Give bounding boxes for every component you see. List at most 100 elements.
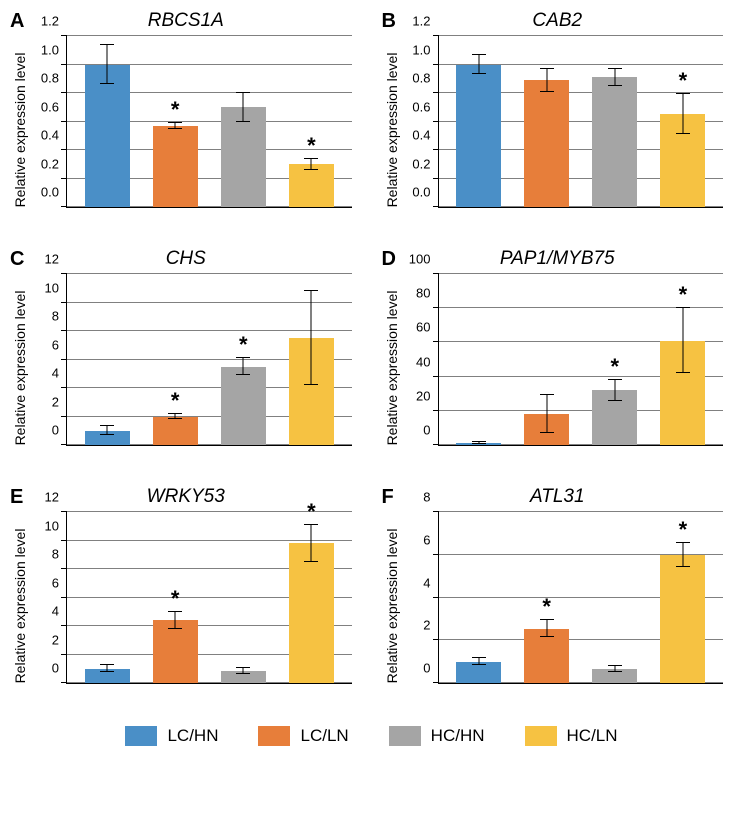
significance-star: * — [239, 334, 248, 356]
bar-LC_HN — [456, 662, 501, 683]
error-bar — [478, 55, 479, 75]
bar-HC_HN — [592, 77, 637, 207]
bar-slot: * — [277, 512, 345, 683]
chart-panel-E: EWRKY53Relative expression level02468101… — [10, 486, 362, 706]
chart-wrap: Relative expression level024681012** — [32, 274, 352, 462]
bar-HC_HN — [221, 671, 266, 683]
bar-slot: * — [277, 36, 345, 207]
error-bar — [107, 665, 108, 672]
plot-area: 024681012** — [66, 512, 352, 684]
plot-area: 020406080100** — [438, 274, 724, 446]
chart-panel-D: DPAP1/MYB75Relative expression level0204… — [382, 248, 734, 468]
bar-HC_HN: * — [221, 367, 266, 445]
bar-slot — [73, 36, 141, 207]
error-bar — [243, 93, 244, 122]
legend-label: LC/LN — [300, 726, 348, 746]
error-bar — [478, 442, 479, 444]
bar-HC_HN: * — [592, 390, 637, 445]
error-bar — [478, 658, 479, 664]
bar-slot — [73, 512, 141, 683]
bar-slot — [445, 36, 513, 207]
legend-label: LC/HN — [167, 726, 218, 746]
chart-panel-F: FATL31Relative expression level02468** — [382, 486, 734, 706]
y-tick-label: 0 — [52, 661, 59, 676]
bar-slot — [513, 274, 581, 445]
bar-LC_LN: * — [153, 620, 198, 683]
error-bar — [614, 666, 615, 672]
y-tick-label: 6 — [423, 532, 430, 547]
significance-star: * — [679, 284, 688, 306]
chart-wrap: Relative expression level0.00.20.40.60.8… — [404, 36, 724, 224]
panel-title: PAP1/MYB75 — [382, 248, 734, 270]
bar-LC_LN — [524, 414, 569, 445]
bar-LC_HN — [85, 431, 130, 445]
y-tick-label: 100 — [409, 252, 431, 267]
bars-container: ** — [67, 512, 352, 683]
bar-LC_LN: * — [153, 417, 198, 446]
y-tick-label: 40 — [416, 354, 430, 369]
chart-wrap: Relative expression level024681012** — [32, 512, 352, 700]
panel-title: RBCS1A — [10, 10, 362, 32]
bar-HC_LN: * — [660, 341, 705, 445]
bars-container: ** — [439, 512, 724, 683]
error-bar — [107, 426, 108, 435]
bar-slot — [277, 274, 345, 445]
error-bar — [175, 612, 176, 629]
bar-LC_HN — [456, 443, 501, 445]
error-bar — [175, 123, 176, 129]
y-axis-label: Relative expression level — [384, 529, 400, 684]
y-tick-label: 4 — [52, 604, 59, 619]
chart-wrap: Relative expression level02468** — [404, 512, 724, 700]
y-tick-label: 0.8 — [412, 71, 430, 86]
bar-HC_LN: * — [660, 114, 705, 207]
y-tick-label: 0.0 — [412, 185, 430, 200]
bar-slot: * — [649, 512, 717, 683]
error-bar — [175, 414, 176, 420]
bar-HC_LN: * — [289, 543, 334, 683]
y-tick-label: 0 — [52, 423, 59, 438]
significance-star: * — [307, 501, 316, 523]
y-tick-label: 2 — [423, 618, 430, 633]
y-tick-label: 8 — [52, 309, 59, 324]
bars-container: ** — [439, 274, 724, 445]
legend-item-LC_LN: LC/LN — [258, 726, 348, 746]
significance-star: * — [307, 135, 316, 157]
y-tick-label: 1.0 — [41, 42, 59, 57]
y-axis-label: Relative expression level — [12, 291, 28, 446]
legend-swatch — [389, 726, 421, 746]
significance-star: * — [679, 70, 688, 92]
legend-item-LC_HN: LC/HN — [125, 726, 218, 746]
error-bar — [243, 358, 244, 375]
panel-title: CHS — [10, 248, 362, 270]
bar-HC_LN: * — [289, 164, 334, 207]
y-tick-label: 80 — [416, 286, 430, 301]
bar-slot — [445, 274, 513, 445]
legend-swatch — [258, 726, 290, 746]
plot-area: 024681012** — [66, 274, 352, 446]
bars-container: * — [439, 36, 724, 207]
y-tick-label: 10 — [45, 280, 59, 295]
error-bar — [107, 45, 108, 85]
chart-grid: ARBCS1ARelative expression level0.00.20.… — [10, 10, 733, 706]
bar-LC_HN — [85, 65, 130, 208]
bar-slot — [209, 36, 277, 207]
bar-slot — [581, 36, 649, 207]
y-tick-label: 0 — [423, 661, 430, 676]
y-axis-label: Relative expression level — [384, 53, 400, 208]
y-tick-label: 1.0 — [412, 42, 430, 57]
y-tick-label: 0 — [423, 423, 430, 438]
error-bar — [546, 395, 547, 433]
y-tick-label: 0.2 — [412, 156, 430, 171]
y-axis-label: Relative expression level — [12, 53, 28, 208]
legend: LC/HNLC/LNHC/HNHC/LN — [10, 726, 733, 746]
bar-slot: * — [141, 512, 209, 683]
bar-slot: * — [141, 274, 209, 445]
bar-slot — [581, 512, 649, 683]
bar-HC_LN: * — [660, 555, 705, 683]
bar-slot — [209, 512, 277, 683]
error-bar — [546, 69, 547, 92]
y-tick-label: 0.0 — [41, 185, 59, 200]
legend-item-HC_HN: HC/HN — [389, 726, 485, 746]
y-tick-label: 2 — [52, 632, 59, 647]
plot-area: 02468** — [438, 512, 724, 684]
